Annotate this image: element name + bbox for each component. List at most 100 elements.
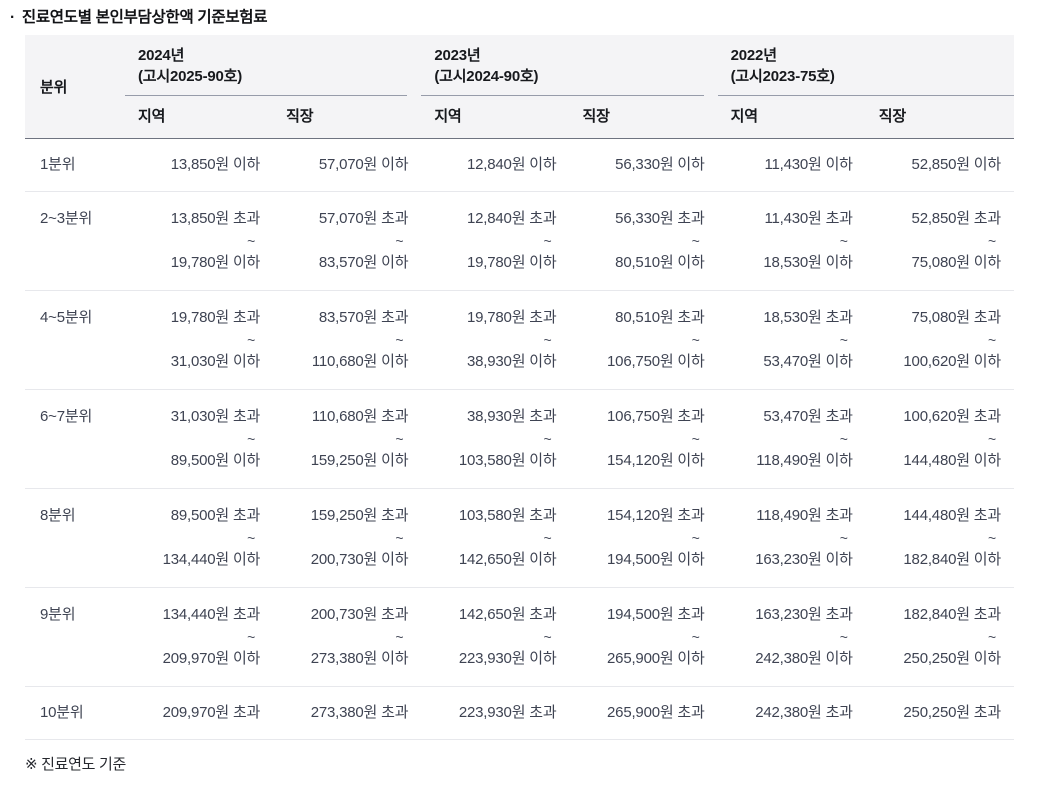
premium-value: 142,650원 초과 (458, 606, 557, 623)
premium-value: 144,480원 이하 (903, 452, 1001, 469)
premium-value: 89,500원 이하 (170, 452, 261, 469)
range-tilde: ~ (691, 530, 700, 546)
premium-value: 103,580원 이하 (458, 452, 557, 469)
range-tilde: ~ (395, 431, 404, 447)
column-header-2023-workplace: 직장 (569, 96, 718, 139)
row-rank-label: 10분위 (25, 686, 125, 740)
premium-value: 75,080원 이하 (911, 254, 1002, 271)
range-tilde: ~ (247, 629, 256, 645)
range-tilde: ~ (691, 629, 700, 645)
range-tilde: ~ (839, 530, 848, 546)
premium-range-cell: 103,580원 초과 ~142,650원 이하 (421, 488, 570, 588)
premium-value: 182,840원 초과 (903, 606, 1001, 623)
column-header-2022-region: 지역 (717, 96, 866, 139)
range-tilde: ~ (543, 431, 552, 447)
premium-value: 265,900원 초과 (607, 704, 705, 721)
footnote: ※ 진료연도 기준 (25, 756, 127, 773)
premium-value: 31,030원 초과 (170, 408, 261, 425)
row-rank-label: 4~5분위 (25, 290, 125, 390)
premium-range-cell: 19,780원 초과 ~38,930원 이하 (421, 290, 570, 390)
range-tilde: ~ (395, 233, 404, 249)
premium-range-cell: 56,330원 이하 (569, 138, 718, 192)
column-group-2024: 2024년 (고시2025-90호) (125, 35, 422, 96)
range-tilde: ~ (247, 233, 256, 249)
range-tilde: ~ (988, 530, 996, 546)
range-tilde: ~ (247, 332, 256, 348)
premium-range-cell: 12,840원 이하 (421, 138, 570, 192)
premium-range-cell: 57,070원 초과 ~83,570원 이하 (273, 191, 422, 291)
premium-value: 250,250원 초과 (903, 704, 1001, 721)
range-tilde: ~ (395, 629, 404, 645)
premium-value: 100,620원 이하 (903, 353, 1001, 370)
premium-range-cell: 250,250원 초과 (865, 686, 1014, 740)
premium-range-cell: 142,650원 초과 ~223,930원 이하 (421, 587, 570, 687)
premium-value: 110,680원 초과 (311, 408, 409, 425)
premium-value: 12,840원 초과 (467, 210, 557, 227)
range-tilde: ~ (543, 530, 552, 546)
range-tilde: ~ (543, 233, 552, 249)
premium-value: 19,780원 이하 (170, 254, 261, 271)
table-row: 10분위 209,970원 초과 273,380원 초과 223,930원 초과 265… (25, 686, 1014, 740)
premium-range-cell: 209,970원 초과 (125, 686, 274, 740)
premium-value: 194,500원 이하 (607, 551, 705, 568)
premium-range-cell: 52,850원 이하 (865, 138, 1014, 192)
premium-range-cell: 159,250원 초과 ~200,730원 이하 (273, 488, 422, 588)
table-body: 1분위 13,850원 이하 57,070원 이하 12,840원 이하 56,330원… (25, 138, 1014, 740)
premium-value: 163,230원 초과 (755, 606, 853, 623)
table-row: 9분위 134,440원 초과 ~209,970원 이하 200,730원 초과 ~27… (25, 587, 1014, 687)
section-title-text: 진료연도별 본인부담상한액 기준보험료 (21, 9, 268, 26)
table-row: 4~5분위 19,780원 초과 ~31,030원 이하 83,570원 초과 ~110… (25, 290, 1014, 390)
range-tilde: ~ (543, 629, 552, 645)
title-bullet: · (10, 9, 15, 26)
premium-value: 242,380원 초과 (755, 704, 853, 721)
column-group-2022: 2022년 (고시2023-75호) (717, 35, 1014, 96)
column-group-2023: 2023년 (고시2024-90호) (421, 35, 718, 96)
table-row: 8분위 89,500원 초과 ~134,440원 이하 159,250원 초과 ~200… (25, 488, 1014, 588)
premium-value: 154,120원 초과 (607, 507, 705, 524)
section-title: · 진료연도별 본인부담상한액 기준보험료 (10, 8, 1039, 28)
premium-value: 100,620원 초과 (903, 408, 1001, 425)
premium-value: 56,330원 초과 (615, 210, 705, 227)
premium-value: 11,430원 초과 (764, 210, 853, 227)
premium-range-cell: 57,070원 이하 (273, 138, 422, 192)
premium-value: 11,430원 이하 (764, 156, 853, 173)
row-rank-label: 6~7분위 (25, 389, 125, 489)
row-rank-label: 1분위 (25, 138, 125, 192)
premium-range-cell: 223,930원 초과 (421, 686, 570, 740)
column-header-2022-workplace: 직장 (865, 96, 1014, 139)
premium-range-cell: 53,470원 초과 ~118,490원 이하 (717, 389, 866, 489)
column-header-2024-region: 지역 (125, 96, 274, 139)
row-rank-label: 8분위 (25, 488, 125, 588)
table-row: 6~7분위 31,030원 초과 ~89,500원 이하 110,680원 초과 ~15… (25, 389, 1014, 489)
premium-value: 209,970원 이하 (162, 650, 261, 667)
premium-range-cell: 38,930원 초과 ~103,580원 이하 (421, 389, 570, 489)
premium-value: 80,510원 초과 (615, 309, 705, 326)
table-header: 분위 2024년 (고시2025-90호) 2023년 (고시2024-90호) (25, 35, 1014, 139)
premium-value: 18,530원 이하 (763, 254, 853, 271)
premium-range-cell: 110,680원 초과 ~159,250원 이하 (273, 389, 422, 489)
premium-range-cell: 12,840원 초과 ~19,780원 이하 (421, 191, 570, 291)
premium-range-cell: 52,850원 초과 ~75,080원 이하 (865, 191, 1014, 291)
premium-value: 159,250원 이하 (310, 452, 409, 469)
premium-value: 273,380원 초과 (310, 704, 409, 721)
range-tilde: ~ (247, 530, 256, 546)
premium-range-cell: 80,510원 초과 ~106,750원 이하 (569, 290, 718, 390)
premium-value: 159,250원 초과 (310, 507, 409, 524)
premium-value: 273,380원 이하 (310, 650, 409, 667)
year-group-inner: 2023년 (고시2024-90호) (421, 45, 704, 96)
premium-value: 52,850원 이하 (911, 156, 1002, 173)
year-notice-label: (고시2024-90호) (434, 68, 539, 85)
range-tilde: ~ (988, 629, 996, 645)
range-tilde: ~ (988, 233, 996, 249)
premium-value: 118,490원 이하 (756, 452, 853, 469)
premium-range-cell: 144,480원 초과 ~182,840원 이하 (865, 488, 1014, 588)
premium-value: 53,470원 초과 (763, 408, 853, 425)
range-tilde: ~ (691, 431, 700, 447)
premium-value: 118,490원 초과 (756, 507, 853, 524)
premium-value: 38,930원 이하 (467, 353, 557, 370)
premium-value: 144,480원 초과 (903, 507, 1001, 524)
premium-range-cell: 134,440원 초과 ~209,970원 이하 (125, 587, 274, 687)
year-notice-label: (고시2023-75호) (730, 68, 835, 85)
year-label: 2024년 (138, 47, 185, 64)
year-notice-label: (고시2025-90호) (138, 68, 243, 85)
